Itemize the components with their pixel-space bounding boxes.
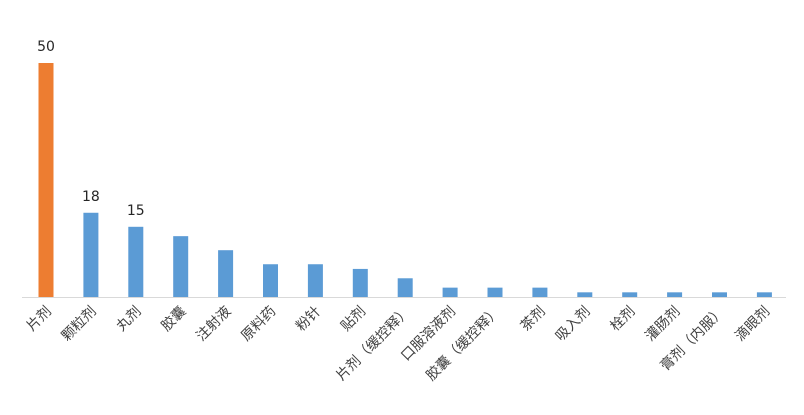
bar	[442, 287, 458, 297]
x-tick-label: 片剂	[24, 304, 55, 335]
x-tick-label: 注射液	[193, 304, 234, 345]
bar	[173, 236, 189, 297]
x-tick-label: 栓剂	[607, 304, 638, 335]
data-label: 18	[82, 189, 100, 205]
bar	[263, 264, 278, 297]
x-tick-label: 胶囊（缓控释）	[423, 303, 504, 384]
bar	[397, 278, 413, 297]
x-tick-label: 茶剂	[518, 304, 549, 335]
bar	[487, 287, 503, 297]
x-tick-label: 灌肠剂	[642, 304, 683, 345]
x-tick-label: 丸剂	[114, 304, 145, 335]
bar	[352, 268, 368, 297]
bar	[83, 212, 99, 297]
bar	[712, 292, 727, 297]
bar	[38, 63, 54, 297]
bar	[622, 292, 638, 297]
data-label: 15	[127, 203, 145, 219]
bar	[756, 292, 772, 297]
bar	[532, 287, 548, 297]
x-tick-label: 贴剂	[338, 304, 369, 335]
x-tick-label: 颗粒剂	[59, 304, 100, 345]
x-tick-label: 原料药	[238, 304, 279, 345]
bar	[577, 292, 593, 297]
data-label: 50	[37, 39, 55, 55]
bar	[218, 250, 234, 297]
x-tick-label: 滴眼剂	[732, 303, 774, 345]
x-tick-label: 胶囊	[158, 303, 190, 335]
bar	[307, 264, 323, 297]
bar	[128, 226, 144, 297]
bar	[667, 292, 683, 297]
x-tick-label: 粉针	[293, 304, 324, 335]
x-tick-label: 吸入剂	[553, 304, 594, 345]
